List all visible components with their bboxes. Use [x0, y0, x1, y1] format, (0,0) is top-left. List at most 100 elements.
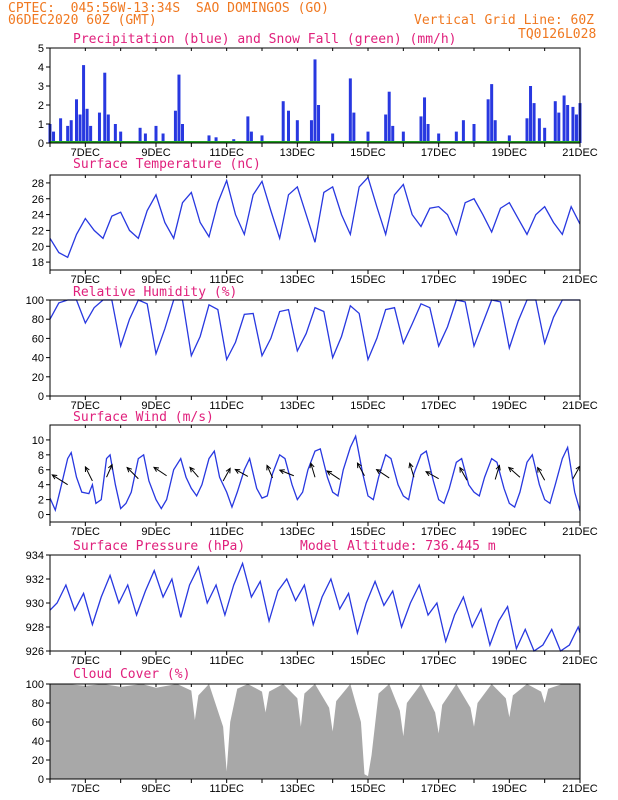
precip-bar — [75, 99, 78, 143]
precip-bar — [529, 86, 533, 143]
precip-bar — [287, 110, 290, 143]
x-tick-label: 17DEC — [421, 526, 457, 538]
x-tick-label: 11DEC — [209, 400, 244, 412]
wind-arrow-head — [425, 471, 432, 477]
wind-arrow-head — [459, 466, 465, 473]
x-tick-label: 9DEC — [141, 526, 170, 538]
wind-arrow-head — [266, 464, 272, 471]
y-tick-label: 60 — [32, 333, 44, 345]
y-tick-label: 0 — [38, 138, 44, 150]
precip-bar — [472, 124, 476, 143]
precip-bar — [154, 125, 158, 143]
wind-arrow — [106, 464, 113, 478]
precip-bar — [295, 120, 299, 143]
x-tick-label: 13DEC — [280, 274, 316, 286]
x-tick-label: 19DEC — [492, 400, 528, 412]
x-tick-label: 7DEC — [71, 783, 100, 795]
x-tick-label: 15DEC — [350, 400, 386, 412]
x-tick-label: 21DEC — [562, 783, 598, 795]
wind-arrow — [153, 466, 167, 477]
wind-arrow-head — [234, 468, 241, 474]
precip-bar — [537, 118, 541, 143]
panel-frame-cloud — [49, 683, 581, 780]
series-line-pres — [49, 561, 581, 652]
wind-arrow-head — [309, 462, 315, 469]
precip-bar — [419, 116, 423, 143]
panel-title-cloud: Cloud Cover (%) — [73, 667, 190, 682]
y-tick-label: 40 — [32, 353, 44, 365]
precip-bar — [348, 78, 352, 143]
y-tick-label: 934 — [26, 550, 44, 562]
wind-arrow — [459, 467, 468, 481]
panel-title-pres: Surface Pressure (hPa) — [73, 539, 245, 554]
precip-bar — [281, 101, 285, 143]
wind-arrow-head — [278, 469, 285, 475]
y-tick-label: 0 — [38, 510, 44, 522]
precip-bar — [177, 74, 181, 143]
precip-bar — [423, 97, 427, 143]
x-tick-label: 17DEC — [421, 147, 457, 159]
precip-bar — [52, 131, 56, 143]
precip-bar — [562, 95, 566, 143]
precip-bar — [69, 120, 73, 143]
panel-frame-wind — [49, 424, 581, 523]
y-tick-label: 18 — [32, 257, 44, 269]
y-tick-label: 5 — [38, 43, 44, 55]
y-tick-label: 8 — [38, 450, 44, 462]
y-tick-label: 928 — [26, 622, 44, 634]
wind-arrow-head — [375, 468, 382, 475]
precip-bar — [103, 72, 107, 143]
x-tick-label: 21DEC — [562, 526, 598, 538]
y-tick-label: 80 — [32, 698, 44, 710]
precip-bar — [143, 133, 147, 143]
header-grid-line: Vertical Grid Line: 60Z — [414, 13, 595, 28]
precip-bar — [66, 125, 70, 143]
wind-arrow — [326, 470, 341, 480]
precip-bar — [571, 106, 575, 143]
panel-title-wind: Surface Wind (m/s) — [73, 410, 214, 425]
y-tick-label: 4 — [38, 480, 44, 492]
y-tick-label: 40 — [32, 736, 44, 748]
x-tick-label: 19DEC — [492, 526, 528, 538]
x-tick-label: 19DEC — [492, 655, 528, 667]
x-tick-label: 15DEC — [350, 147, 386, 159]
x-tick-label: 11DEC — [209, 783, 244, 795]
panel-frame-precip — [49, 47, 581, 144]
y-tick-label: 22 — [32, 225, 44, 237]
y-tick-label: 2 — [38, 100, 44, 112]
wind-arrow — [357, 462, 365, 476]
precip-bar — [119, 131, 123, 143]
x-tick-label: 7DEC — [71, 147, 100, 159]
precip-bar — [490, 84, 494, 143]
precip-bar — [454, 131, 458, 143]
precip-bar — [352, 112, 356, 143]
x-tick-label: 21DEC — [562, 400, 598, 412]
precip-bar — [260, 135, 264, 143]
precip-bar — [85, 108, 89, 143]
y-tick-label: 10 — [32, 435, 44, 447]
x-tick-label: 11DEC — [209, 274, 244, 286]
precip-bar — [532, 103, 536, 143]
y-tick-label: 100 — [26, 679, 44, 691]
x-tick-label: 7DEC — [71, 400, 100, 412]
precip-bar — [557, 112, 561, 143]
precip-bar — [387, 91, 391, 143]
x-tick-label: 9DEC — [141, 655, 170, 667]
precip-bar — [97, 112, 101, 143]
precip-bar — [566, 105, 570, 143]
panel-frame-temp — [49, 174, 581, 271]
precip-bar — [82, 65, 86, 143]
x-tick-label: 11DEC — [209, 147, 244, 159]
y-tick-label: 930 — [26, 598, 44, 610]
x-tick-label: 19DEC — [492, 274, 528, 286]
wind-arrow-head — [537, 466, 543, 473]
y-tick-label: 1 — [38, 119, 44, 131]
wind-arrow — [508, 467, 521, 478]
x-tick-label: 13DEC — [280, 655, 316, 667]
precip-bar — [461, 120, 465, 143]
precip-bar — [574, 114, 578, 143]
wind-arrow — [266, 465, 274, 479]
x-tick-label: 11DEC — [209, 526, 244, 538]
y-tick-label: 60 — [32, 717, 44, 729]
y-tick-label: 0 — [38, 774, 44, 786]
